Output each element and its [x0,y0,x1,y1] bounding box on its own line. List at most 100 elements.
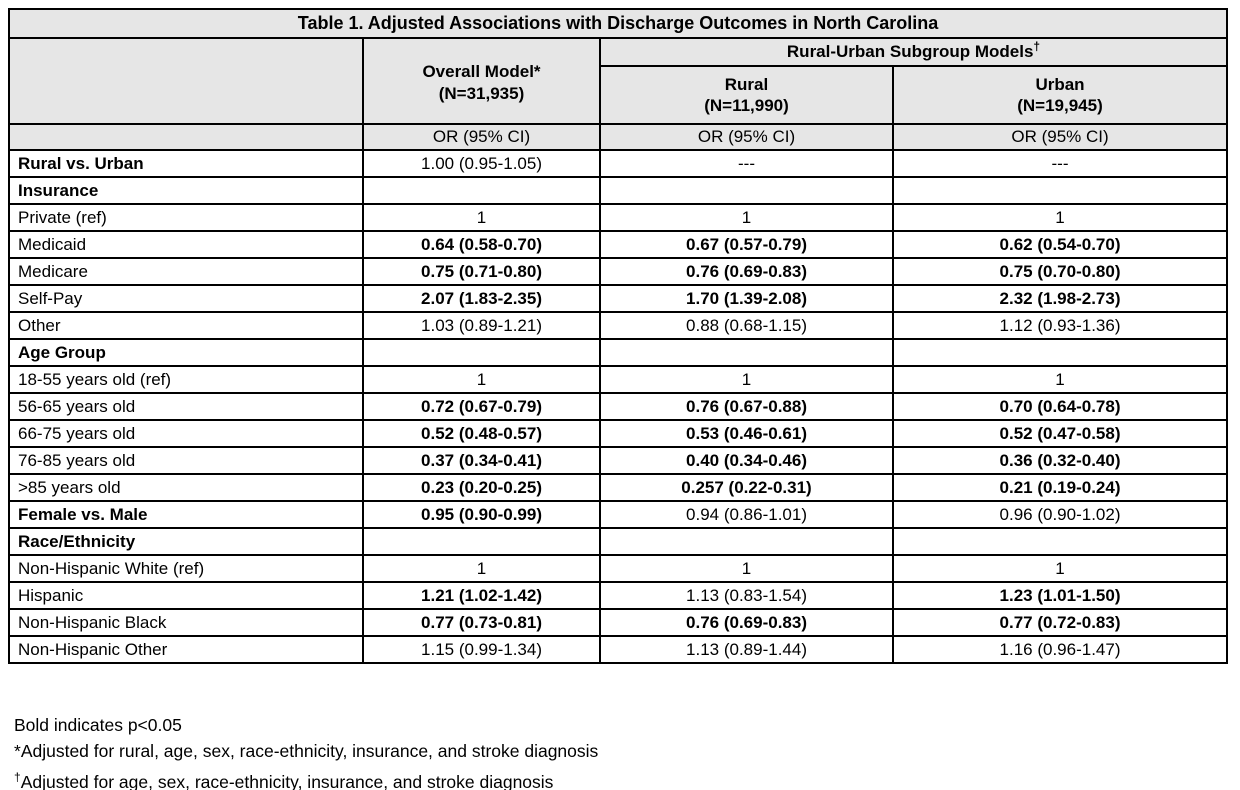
table-row: >85 years old 0.23 (0.20-0.25) 0.257 (0.22… [8,473,1229,502]
table-row: Hispanic 1.21 (1.02-1.42) 1.13 (0.83-1.54)… [8,581,1229,610]
or-ci-cell: 1 [891,365,1229,394]
table-row: Non-Hispanic White (ref) 1 1 1 [8,554,1229,583]
row-label: Non-Hispanic Other [8,635,364,664]
or-ci-cell: 0.75 (0.70-0.80) [891,257,1229,286]
row-label: Age Group [8,338,364,367]
or-ci-cell: 1.15 (0.99-1.34) [362,635,601,664]
or-ci-cell [362,527,601,556]
footnote-asterisk: *Adjusted for rural, age, sex, race-ethn… [14,741,599,761]
or-ci-cell: 0.53 (0.46-0.61) [599,419,894,448]
subgroup-models-label: Rural-Urban Subgroup Models [786,42,1034,62]
row-label: 56-65 years old [8,392,364,421]
or-ci-cell: 1.23 (1.01-1.50) [891,581,1229,610]
table-row: Non-Hispanic Black 0.77 (0.73-0.81) 0.76 (… [8,608,1229,637]
or-ci-cell [599,338,894,367]
or-ci-cell: 1 [891,554,1229,583]
table-row: Insurance [8,176,1229,205]
footnote-bold: Bold indicates p<0.05 [14,715,182,735]
or-ci-cell: 0.95 (0.90-0.99) [362,500,601,529]
row-label: Rural vs. Urban [8,149,364,178]
table-row: 66-75 years old 0.52 (0.48-0.57) 0.53 (0.4… [8,419,1229,448]
or-ci-cell: 1.21 (1.02-1.42) [362,581,601,610]
or-ci-cell: 2.32 (1.98-2.73) [891,284,1229,313]
or-ci-cell [891,338,1229,367]
or-ci-cell: 0.64 (0.58-0.70) [362,230,601,259]
measure-label-rural: OR (95% CI) [599,123,894,151]
or-ci-cell: 0.257 (0.22-0.31) [599,473,894,502]
or-ci-cell: 0.36 (0.32-0.40) [891,446,1229,475]
table-row: Other 1.03 (0.89-1.21) 0.88 (0.68-1.15) 1.1… [8,311,1229,340]
header-empty-cell [8,37,364,125]
urban-n: (N=19,945) [1017,96,1103,115]
row-label: Other [8,311,364,340]
row-label: >85 years old [8,473,364,502]
table-row: 18-55 years old (ref) 1 1 1 [8,365,1229,394]
row-label: Medicaid [8,230,364,259]
measure-label-overall: OR (95% CI) [362,123,601,151]
row-label: Race/Ethnicity [8,527,364,556]
rural-label: Rural [724,74,769,94]
row-label: 66-75 years old [8,419,364,448]
or-ci-cell: 0.88 (0.68-1.15) [599,311,894,340]
or-ci-cell: --- [891,149,1229,178]
header-subgroup-models: Rural-Urban Subgroup Models† [598,37,1229,67]
footnotes: Bold indicates p<0.05 *Adjusted for rura… [14,712,598,790]
urban-label: Urban [1035,74,1085,94]
row-label: 76-85 years old [8,446,364,475]
or-ci-cell: 0.70 (0.64-0.78) [891,392,1229,421]
or-ci-cell: 0.21 (0.19-0.24) [891,473,1229,502]
or-ci-cell: 1.13 (0.83-1.54) [599,581,894,610]
or-ci-cell: 0.76 (0.69-0.83) [599,257,894,286]
table-title-row: Table 1. Adjusted Associations with Disc… [7,8,1229,39]
or-ci-cell [362,176,601,205]
or-ci-cell [891,527,1229,556]
or-ci-cell: 0.94 (0.86-1.01) [599,500,894,529]
table-row: Rural vs. Urban 1.00 (0.95-1.05) --- --- [8,149,1229,178]
table-row: Medicare 0.75 (0.71-0.80) 0.76 (0.69-0.83)… [8,257,1229,286]
or-ci-cell: 0.75 (0.71-0.80) [362,257,601,286]
table-row: Non-Hispanic Other 1.15 (0.99-1.34) 1.13 (… [8,635,1229,664]
or-ci-cell: 1 [362,365,601,394]
measure-label-urban: OR (95% CI) [891,123,1229,151]
header-rural: Rural (N=11,990) [599,65,894,125]
overall-model-label: Overall Model* [422,62,541,82]
or-ci-cell: 0.23 (0.20-0.25) [362,473,601,502]
or-ci-cell: 0.40 (0.34-0.46) [599,446,894,475]
or-ci-cell: 0.77 (0.73-0.81) [362,608,601,637]
or-ci-cell: 0.72 (0.67-0.79) [362,392,601,421]
or-ci-cell: 0.77 (0.72-0.83) [891,608,1229,637]
or-ci-cell: 0.37 (0.34-0.41) [362,446,601,475]
or-ci-cell: 1.16 (0.96-1.47) [891,635,1229,664]
footnote-dagger: †Adjusted for age, sex, race-ethnicity, … [14,770,554,790]
overall-model-n: (N=31,935) [438,83,525,103]
table-row: Self-Pay 2.07 (1.83-2.35) 1.70 (1.39-2.08)… [8,284,1229,313]
table-row: Race/Ethnicity [8,527,1229,556]
measure-empty-cell [8,123,364,151]
dagger-marker: † [1033,39,1041,54]
or-ci-cell: 1.70 (1.39-2.08) [599,284,894,313]
or-ci-cell: 1 [362,554,601,583]
or-ci-cell: 1 [891,203,1229,232]
or-ci-cell: 1 [362,203,601,232]
table-row: Age Group [8,338,1229,367]
or-ci-cell [362,338,601,367]
row-label: Medicare [8,257,364,286]
table-row: Female vs. Male 0.95 (0.90-0.99) 0.94 (0.8… [8,500,1229,529]
or-ci-cell: 1.03 (0.89-1.21) [362,311,601,340]
or-ci-cell [891,176,1229,205]
row-label: Private (ref) [8,203,364,232]
measure-row: OR (95% CI) OR (95% CI) OR (95% CI) [8,123,1229,151]
header-urban: Urban (N=19,945) [891,65,1229,125]
or-ci-cell [599,176,894,205]
table-row: 56-65 years old 0.72 (0.67-0.79) 0.76 (0.6… [8,392,1229,421]
row-label: Non-Hispanic White (ref) [8,554,364,583]
or-ci-cell [599,527,894,556]
row-label: Insurance [8,176,364,205]
or-ci-cell: 1.12 (0.93-1.36) [891,311,1229,340]
or-ci-cell: 1 [599,365,894,394]
row-label: Non-Hispanic Black [8,608,364,637]
header-overall-model: Overall Model* (N=31,935) [362,37,601,125]
or-ci-cell: 0.52 (0.47-0.58) [891,419,1229,448]
row-label: 18-55 years old (ref) [8,365,364,394]
